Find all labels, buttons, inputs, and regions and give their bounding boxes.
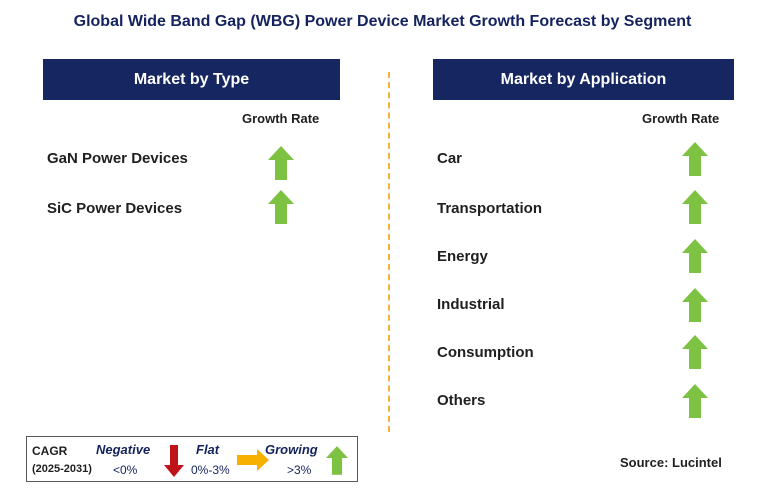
- growing-arrow-icon: [268, 146, 294, 180]
- growing-arrow-icon: [682, 142, 708, 176]
- segment-label-industrial: Industrial: [437, 296, 505, 313]
- growing-arrow-icon: [682, 288, 708, 322]
- panel-divider: [388, 72, 390, 432]
- legend-period: (2025-2031): [32, 463, 92, 475]
- cagr-legend: CAGR (2025-2031) Negative <0% Flat 0%-3%…: [26, 436, 358, 482]
- segment-label-consumption: Consumption: [437, 344, 534, 361]
- growing-arrow-icon: [326, 445, 348, 476]
- application-panel-header: Market by Application: [433, 59, 734, 100]
- growing-arrow-icon: [268, 190, 294, 224]
- negative-arrow-icon: [164, 445, 184, 477]
- segment-label-transportation: Transportation: [437, 200, 543, 217]
- legend-growing-label: Growing: [265, 442, 318, 457]
- segment-label-gan: GaN Power Devices: [47, 150, 188, 167]
- growing-arrow-icon: [682, 190, 708, 224]
- legend-cagr-label: CAGR: [32, 444, 68, 458]
- flat-arrow-icon: [237, 449, 269, 471]
- segment-label-energy: Energy: [437, 248, 488, 265]
- type-growth-rate-label: Growth Rate: [242, 111, 320, 126]
- segment-label-sic: SiC Power Devices: [47, 200, 183, 217]
- growing-arrow-icon: [682, 239, 708, 273]
- application-growth-rate-label: Growth Rate: [642, 111, 720, 126]
- legend-negative-value: <0%: [113, 463, 138, 477]
- legend-flat-label: Flat: [196, 442, 220, 457]
- legend-flat-value: 0%-3%: [191, 463, 230, 477]
- type-panel-header: Market by Type: [43, 59, 340, 100]
- source-note: Source: Lucintel: [620, 455, 722, 470]
- segment-label-others: Others: [437, 392, 486, 409]
- legend-growing-value: >3%: [287, 463, 312, 477]
- chart-title: Global Wide Band Gap (WBG) Power Device …: [73, 13, 692, 30]
- segment-label-car: Car: [437, 150, 463, 167]
- growing-arrow-icon: [682, 384, 708, 418]
- legend-negative-label: Negative: [96, 442, 151, 457]
- growing-arrow-icon: [682, 335, 708, 369]
